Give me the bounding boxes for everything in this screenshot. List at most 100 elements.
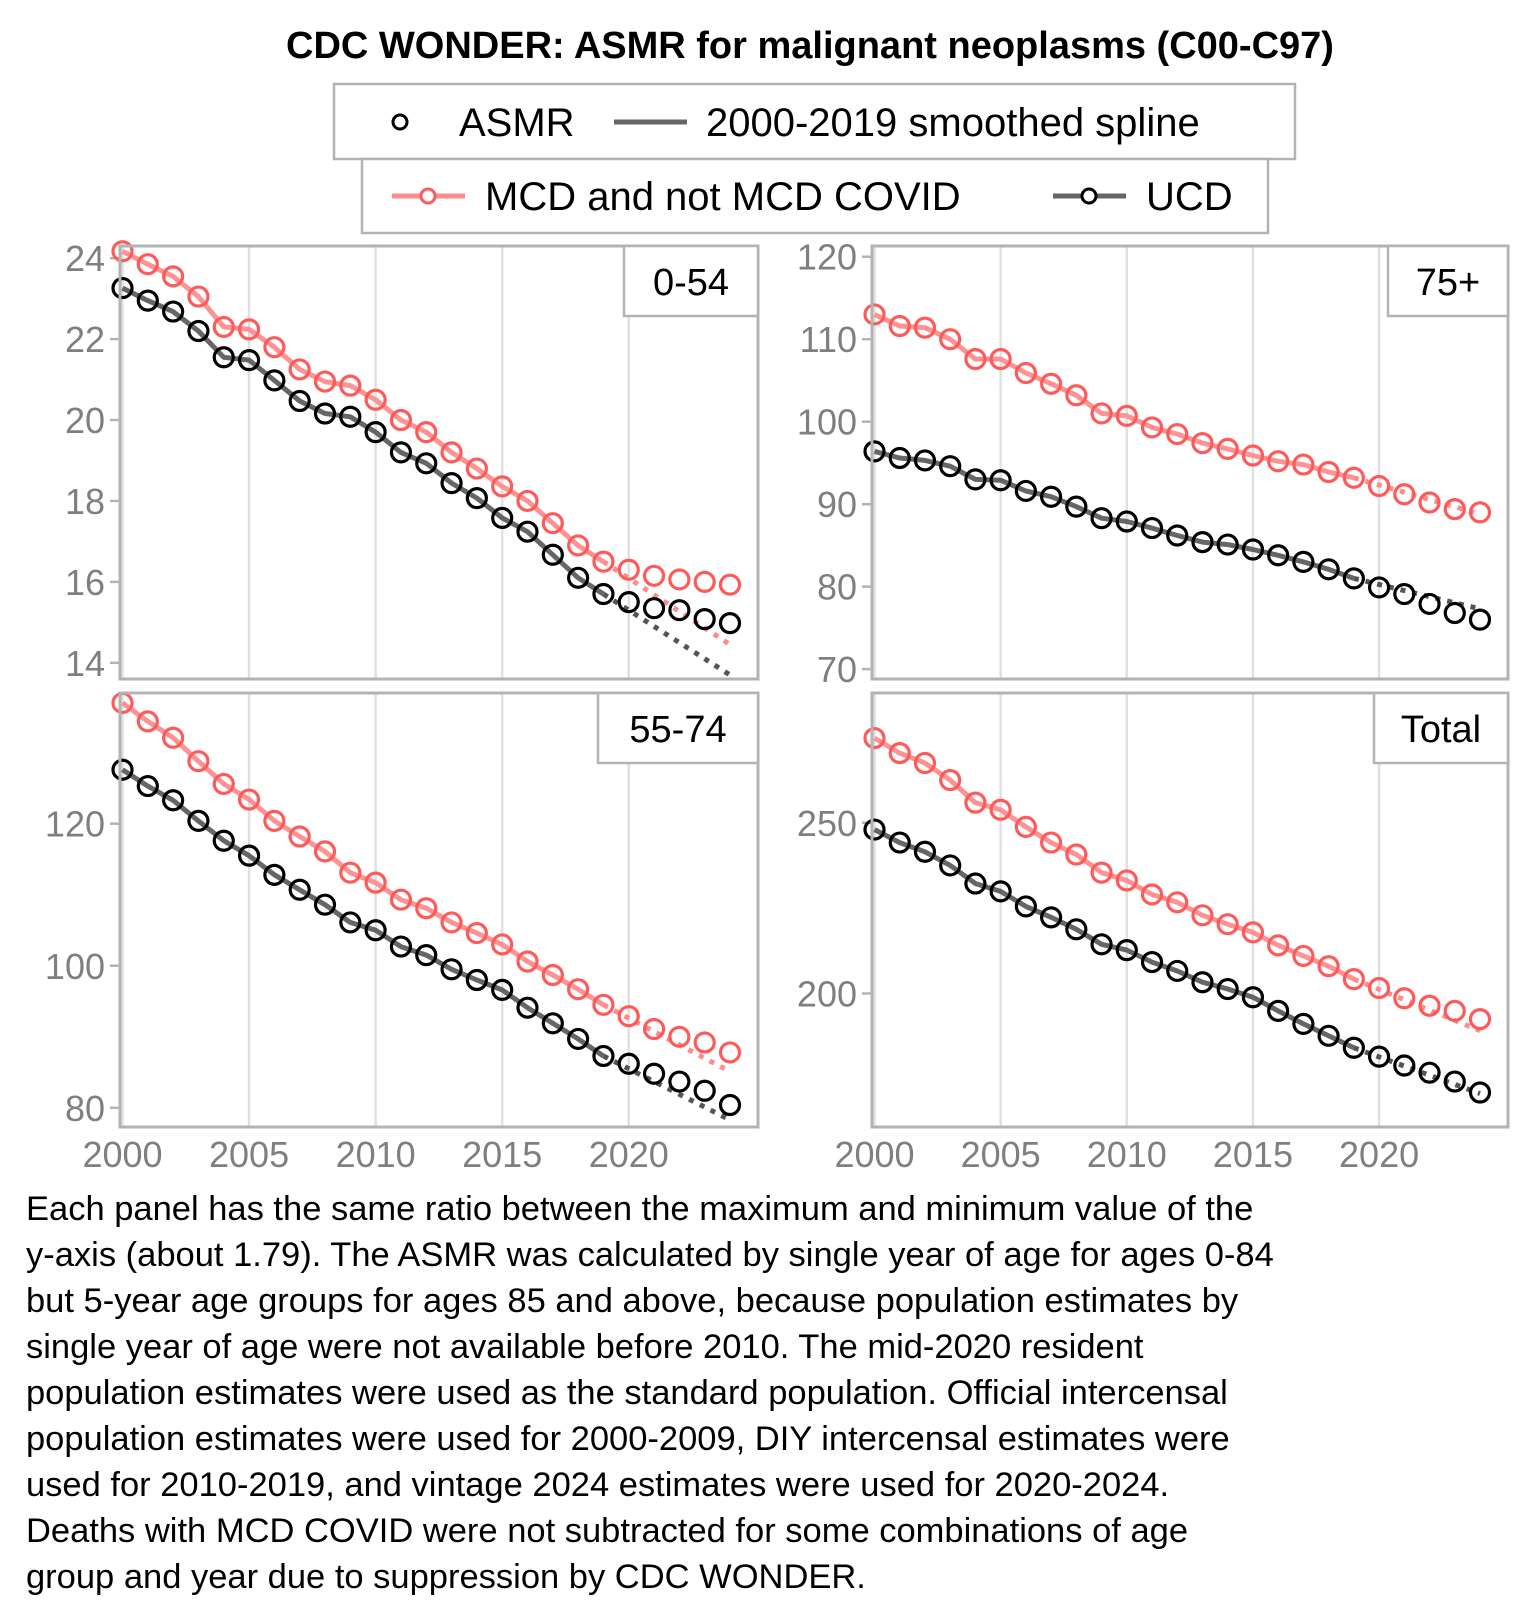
ucd-point bbox=[187, 809, 210, 832]
mcd-point bbox=[541, 512, 564, 535]
ucd-point bbox=[111, 758, 134, 781]
mcd-point bbox=[1090, 402, 1113, 425]
mcd-point bbox=[939, 328, 962, 351]
ucd-point bbox=[1216, 533, 1239, 556]
panel-background bbox=[120, 693, 758, 1127]
mcd-point bbox=[263, 809, 286, 832]
mcd-point bbox=[1367, 976, 1391, 1000]
ucd-point bbox=[1418, 592, 1441, 616]
legend-box-1 bbox=[332, 82, 1297, 161]
ucd-point bbox=[642, 1062, 666, 1085]
ucd-point bbox=[1014, 479, 1037, 503]
caption-line: single year of age were not available be… bbox=[26, 1328, 1144, 1366]
ucd-point bbox=[1090, 507, 1113, 530]
mcd-point bbox=[1342, 968, 1365, 991]
mcd-point bbox=[592, 550, 615, 573]
ucd-point bbox=[1468, 1081, 1492, 1104]
panel-55-74: 80 100 120 2000 2005 2010 2015 2020 55-74 bbox=[45, 691, 760, 1175]
ucd-point bbox=[567, 1027, 590, 1051]
panel-border bbox=[118, 691, 760, 1129]
mcd-point bbox=[541, 963, 564, 987]
y-tick-label: 14 bbox=[65, 643, 105, 684]
mcd-point bbox=[1140, 883, 1164, 906]
mcd-spline-line bbox=[873, 735, 1356, 982]
y-tick-label: 22 bbox=[65, 319, 105, 360]
ucd-point bbox=[1115, 939, 1138, 962]
mcd-point bbox=[491, 475, 514, 498]
ucd-point bbox=[888, 831, 911, 854]
ucd-point bbox=[212, 829, 235, 852]
mcd-point bbox=[1014, 361, 1037, 385]
mcd-point bbox=[1065, 384, 1088, 407]
ucd-point bbox=[1140, 516, 1164, 540]
mcd-point bbox=[1342, 466, 1365, 489]
mcd-point bbox=[1065, 843, 1088, 866]
mcd-spline-line bbox=[121, 700, 605, 1007]
mcd-point bbox=[1443, 497, 1466, 521]
mcd-point bbox=[964, 791, 987, 814]
ucd-point bbox=[1065, 495, 1088, 518]
ucd-point bbox=[693, 1079, 716, 1102]
caption-line: group and year due to suppression by CDC… bbox=[26, 1558, 866, 1596]
mcd-point bbox=[313, 840, 337, 863]
mcd-point bbox=[1367, 474, 1391, 498]
ucd-point bbox=[136, 774, 159, 798]
legend-mcd-circle-icon bbox=[419, 187, 437, 205]
mcd-point bbox=[863, 303, 886, 326]
panel-total: 200 250 2000 2005 2010 2015 2020 Total bbox=[797, 691, 1510, 1175]
panel-75-: 70 80 90 100 110 120 75+ bbox=[797, 237, 1510, 690]
ucd-spline-line bbox=[121, 285, 605, 597]
y-tick-label: 80 bbox=[817, 567, 857, 608]
ucd-spline-line bbox=[873, 827, 1355, 1051]
mcd-point bbox=[389, 408, 413, 432]
mcd-point bbox=[642, 564, 666, 587]
mcd-point bbox=[989, 347, 1012, 371]
ucd-point bbox=[1115, 510, 1138, 533]
mcd-point bbox=[1292, 453, 1315, 476]
ucd-point bbox=[1216, 977, 1239, 1001]
ucd-spline-projection bbox=[1353, 1045, 1481, 1096]
mcd-point bbox=[1241, 921, 1265, 944]
mcd-point bbox=[693, 570, 716, 593]
ucd-point bbox=[1014, 895, 1037, 918]
caption-line: but 5-year age groups for ages 85 and ab… bbox=[26, 1282, 1239, 1320]
ucd-point bbox=[465, 968, 488, 992]
ucd-point bbox=[1040, 906, 1063, 929]
ucd-point bbox=[718, 612, 742, 635]
ucd-point bbox=[913, 840, 937, 863]
ucd-point bbox=[964, 468, 987, 491]
y-tick-label: 16 bbox=[65, 562, 105, 603]
ucd-point bbox=[668, 599, 691, 622]
ucd-point bbox=[237, 844, 261, 867]
ucd-point bbox=[162, 789, 185, 812]
panel-0-54: 14 16 18 20 22 24 0-54 bbox=[65, 238, 760, 684]
mcd-point bbox=[863, 726, 886, 750]
ucd-point bbox=[339, 911, 362, 934]
mcd-point bbox=[1115, 869, 1138, 892]
ucd-point bbox=[863, 818, 886, 841]
mcd-point bbox=[1468, 501, 1492, 524]
mcd-point bbox=[592, 993, 615, 1016]
y-tick-label: 70 bbox=[817, 649, 857, 690]
mcd-point bbox=[617, 558, 640, 581]
mcd-spline-projection bbox=[1353, 475, 1481, 517]
caption-line: population estimates were used for 2000-… bbox=[26, 1420, 1230, 1458]
mcd-point bbox=[237, 788, 261, 811]
y-tick-label: 18 bbox=[65, 481, 105, 522]
mcd-point bbox=[364, 871, 387, 894]
ucd-point bbox=[642, 597, 666, 620]
ucd-point bbox=[465, 487, 488, 510]
mcd-point bbox=[465, 457, 488, 480]
mcd-point bbox=[313, 370, 337, 393]
mcd-point bbox=[1166, 891, 1189, 914]
mcd-point bbox=[989, 798, 1012, 821]
mcd-point bbox=[1040, 372, 1063, 395]
caption-line: Deaths with MCD COVID were not subtracte… bbox=[26, 1512, 1188, 1550]
ucd-point bbox=[592, 1044, 615, 1068]
mcd-point bbox=[1166, 422, 1189, 446]
strip-label: 0-54 bbox=[653, 262, 729, 304]
ucd-point bbox=[541, 1012, 564, 1035]
mcd-point bbox=[212, 772, 235, 796]
faceted-line-chart: CDC WONDER: ASMR for malignant neoplasms… bbox=[45, 25, 1510, 1175]
mcd-point bbox=[440, 911, 463, 934]
